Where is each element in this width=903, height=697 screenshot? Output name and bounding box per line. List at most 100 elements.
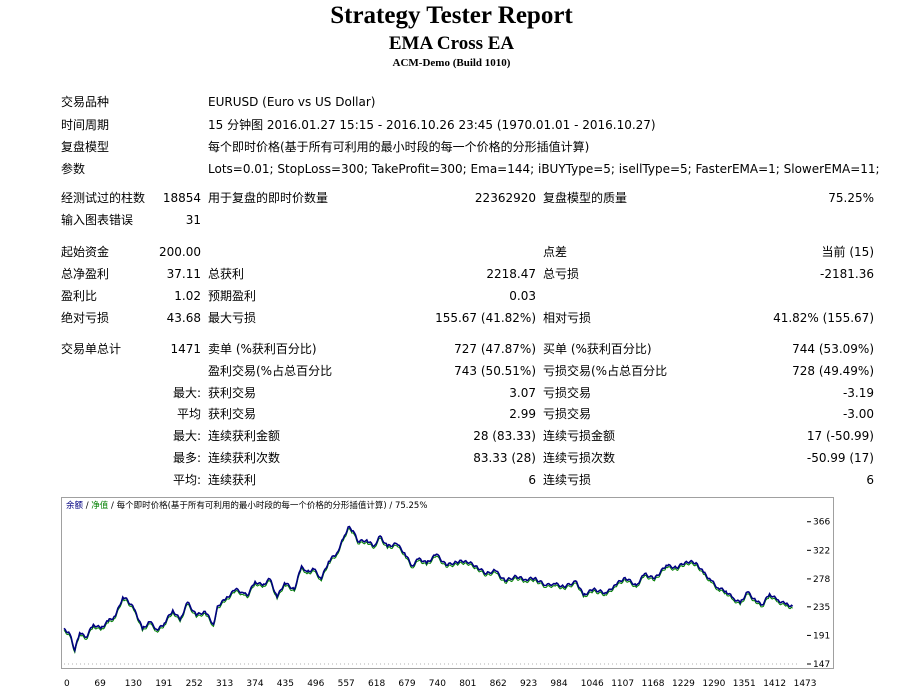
- y-tick-label: 322: [813, 546, 830, 556]
- average-prefix: 平均: [176, 407, 201, 421]
- consec-losses-money-value: 17 (-50.99): [806, 429, 874, 443]
- y-tick-label: 366: [813, 518, 830, 528]
- avg-profit-value: 2.99: [509, 407, 536, 421]
- avg-consec-wins-value: 6: [528, 473, 536, 487]
- x-tick-label: 862: [490, 679, 507, 689]
- x-tick-label: 801: [459, 679, 476, 689]
- x-tick-label: 1107: [611, 679, 634, 689]
- expected-payoff-value: 0.03: [509, 289, 536, 303]
- params-value: Lots=0.01; StopLoss=300; TakeProfit=300;…: [208, 162, 880, 176]
- series-layer: [63, 525, 794, 655]
- abs-drawdown-value: 43.68: [166, 311, 201, 325]
- profit-factor-label: 盈利比: [61, 289, 98, 303]
- largest-loss-value: -3.19: [842, 386, 874, 400]
- max-drawdown-value: 155.67 (41.82%): [435, 311, 536, 325]
- consec-loss-value: -50.99 (17): [806, 451, 874, 465]
- y-tick-label: 278: [813, 575, 830, 585]
- short-positions-value: 727 (47.87%): [454, 342, 536, 356]
- y-axis-ticks: 147 191 235 278 322 366: [807, 518, 830, 668]
- quality-label: 复盘模型的质量: [543, 191, 628, 205]
- largest-profit-label: 获利交易: [208, 386, 257, 400]
- caption-equity: 净值: [91, 500, 109, 511]
- consec-profit-label: 连续获利次数: [208, 451, 281, 465]
- gross-profit-label: 总获利: [208, 267, 245, 281]
- avg-consec-wins-label: 连续获利: [208, 473, 257, 487]
- expected-payoff-label: 预期盈利: [208, 289, 257, 303]
- gross-profit-value: 2218.47: [486, 267, 536, 281]
- balance-chart: 余额 / 净值 / 每个即时价格(基于所有可利用的最小时段的每一个价格的分形插值…: [61, 497, 834, 669]
- net-profit-label: 总净盈利: [61, 267, 110, 281]
- x-tick-label: 1473: [794, 679, 817, 689]
- largest-loss-label: 亏损交易: [543, 386, 592, 400]
- max-prefix: 最大:: [172, 429, 201, 443]
- profit-trades-label: 盈利交易(%占总百分比: [208, 364, 333, 378]
- x-tick-label: 252: [186, 679, 203, 689]
- profit-trades-value: 743 (50.51%): [454, 364, 536, 378]
- gross-loss-label: 总亏损: [543, 267, 580, 281]
- x-tick-label: 984: [550, 679, 567, 689]
- errors-label: 输入图表错误: [61, 213, 134, 227]
- errors-value: 31: [185, 213, 201, 227]
- model-label: 复盘模型: [61, 140, 110, 154]
- chart-caption: 余额 / 净值 / 每个即时价格(基于所有可利用的最小时段的每一个价格的分形插值…: [66, 500, 427, 511]
- x-tick-label: 1229: [672, 679, 695, 689]
- report-title: Strategy Tester Report: [330, 2, 573, 29]
- avg-consec-losses-value: 6: [866, 473, 874, 487]
- short-positions-label: 卖单 (%获利百分比): [208, 342, 317, 356]
- total-trades-value: 1471: [170, 342, 201, 356]
- consec-loss-label: 连续亏损次数: [543, 451, 616, 465]
- x-tick-label: 69: [94, 679, 106, 689]
- spread-label: 点差: [543, 245, 568, 259]
- balance-line: [63, 525, 794, 653]
- x-axis-labels: 0 69 130 191 252 313 374 435 496 557 618 679 740 801 8…: [64, 679, 817, 689]
- profit-factor-value: 1.02: [174, 289, 201, 303]
- avg2-prefix: 平均:: [172, 473, 201, 487]
- consec-wins-money-label: 连续获利金额: [208, 429, 281, 443]
- most-prefix: 最多:: [172, 451, 201, 465]
- x-tick-label: 1412: [763, 679, 786, 689]
- x-tick-label: 923: [520, 679, 537, 689]
- balance-chart-svg: 余额 / 净值 / 每个即时价格(基于所有可利用的最小时段的每一个价格的分形插值…: [63, 500, 830, 668]
- x-tick-label: 557: [338, 679, 355, 689]
- caption-rest: / 每个即时价格(基于所有可利用的最小时段的每一个价格的分形插值计算) / 75…: [108, 500, 427, 511]
- x-tick-label: 496: [307, 679, 324, 689]
- period-value: 15 分钟图 2016.01.27 15:15 - 2016.10.26 23:…: [208, 118, 656, 132]
- y-tick-label: 147: [813, 660, 830, 668]
- period-label: 时间周期: [61, 118, 110, 132]
- ticks-label: 用于复盘的即时价数量: [208, 191, 329, 205]
- x-tick-label: 618: [368, 679, 385, 689]
- y-tick-label: 191: [813, 631, 830, 641]
- params-label: 参数: [61, 162, 86, 176]
- spread-value: 当前 (15): [821, 245, 874, 259]
- largest-profit-value: 3.07: [509, 386, 536, 400]
- x-tick-label: 313: [216, 679, 233, 689]
- x-tick-label: 740: [429, 679, 446, 689]
- y-tick-label: 235: [813, 603, 830, 613]
- x-tick-label: 1046: [581, 679, 604, 689]
- rel-drawdown-label: 相对亏损: [543, 311, 592, 325]
- ea-name: EMA Cross EA: [388, 33, 515, 54]
- consec-wins-money-value: 28 (83.33): [473, 429, 536, 443]
- loss-trades-value: 728 (49.49%): [792, 364, 874, 378]
- x-tick-label: 191: [155, 679, 172, 689]
- abs-drawdown-label: 绝对亏损: [61, 311, 110, 325]
- ticks-value: 22362920: [474, 191, 536, 205]
- x-tick-label: 1351: [733, 679, 756, 689]
- largest-prefix: 最大:: [172, 386, 201, 400]
- x-tick-label: 130: [125, 679, 142, 689]
- total-trades-label: 交易单总计: [61, 342, 122, 356]
- server-build: ACM-Demo (Build 1010): [392, 57, 511, 69]
- loss-trades-label: 亏损交易(%占总百分比: [543, 364, 668, 378]
- x-tick-label: 0: [64, 679, 70, 689]
- deposit-value: 200.00: [159, 245, 201, 259]
- long-positions-label: 买单 (%获利百分比): [543, 342, 652, 356]
- max-drawdown-label: 最大亏损: [208, 311, 257, 325]
- deposit-label: 起始资金: [61, 245, 110, 259]
- x-tick-label: 1290: [702, 679, 725, 689]
- model-value: 每个即时价格(基于所有可利用的最小时段的每一个价格的分形插值计算): [208, 140, 590, 154]
- symbol-value: EURUSD (Euro vs US Dollar): [208, 95, 376, 109]
- rel-drawdown-value: 41.82% (155.67): [773, 311, 874, 325]
- equity-line: [63, 528, 793, 655]
- avg-consec-losses-label: 连续亏损: [543, 473, 592, 487]
- x-tick-label: 679: [398, 679, 415, 689]
